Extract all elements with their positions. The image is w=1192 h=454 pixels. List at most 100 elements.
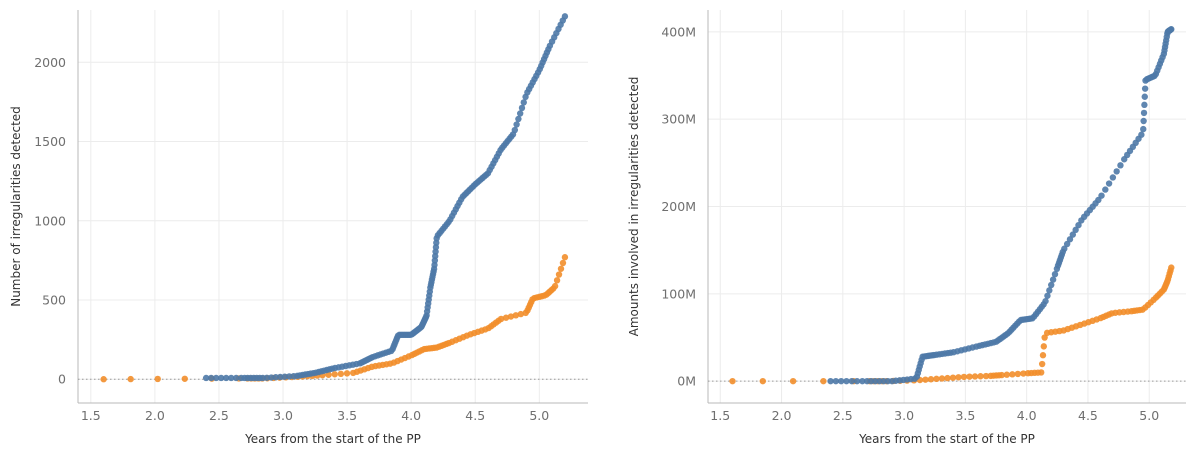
data-point-blue [853, 377, 861, 385]
x-axis-label: Years from the start of the PP [858, 432, 1035, 446]
x-tick-label: 4.5 [1078, 408, 1098, 423]
data-point-blue [513, 121, 520, 128]
x-tick-label: 1.5 [710, 408, 730, 423]
data-point-blue [859, 377, 866, 385]
data-point-blue [212, 374, 220, 382]
data-point-blue [1063, 240, 1071, 248]
data-point-blue [515, 115, 522, 123]
data-point-blue [843, 377, 850, 385]
y-tick-label: 500 [42, 292, 66, 307]
data-point-orange [557, 265, 565, 272]
data-point-blue [1044, 292, 1051, 299]
data-point-blue [1140, 117, 1147, 125]
data-point-orange [497, 315, 505, 323]
data-point-blue [516, 110, 524, 117]
x-tick-label: 3.5 [337, 408, 357, 423]
data-point-blue [1141, 101, 1148, 109]
data-point-orange [922, 376, 929, 383]
y-tick-label: 2000 [34, 55, 66, 70]
data-point-blue [1168, 26, 1175, 33]
data-point-orange [507, 313, 515, 320]
data-point-orange [960, 373, 968, 381]
data-point-orange [154, 375, 161, 383]
data-point-blue [217, 374, 225, 382]
data-point-orange [938, 375, 946, 382]
data-point-blue [1066, 236, 1074, 243]
data-point-orange [512, 312, 520, 319]
x-tick-label: 4.0 [1017, 408, 1037, 423]
data-point-blue [848, 377, 855, 385]
x-tick-label: 3.0 [273, 408, 293, 423]
y-tick-label: 0M [677, 374, 696, 389]
data-point-orange [561, 254, 569, 261]
data-point-blue [1042, 297, 1049, 305]
data-point-blue [1098, 192, 1105, 199]
data-point-orange [559, 259, 567, 267]
data-point-orange [1014, 370, 1022, 378]
y-axis-label: Number of irregularities detected [9, 106, 23, 307]
data-point-orange [181, 375, 188, 382]
data-point-orange [1009, 371, 1016, 378]
x-tick-label: 2.5 [833, 408, 853, 423]
y-tick-label: 1000 [34, 213, 66, 228]
tick-labels: 1.5 2.0 2.5 3.0 3.5 4.0 4.5 5.0 0 500 1000 1500 2000 [34, 55, 549, 423]
data-point-orange [789, 377, 797, 385]
data-point-orange [977, 373, 984, 380]
data-point-blue [1061, 245, 1068, 252]
y-axis-label: Amounts involved in irregularities detec… [627, 77, 641, 337]
data-point-orange [933, 375, 940, 383]
data-point-blue [1046, 287, 1053, 294]
x-tick-label: 5.0 [529, 408, 549, 423]
data-point-blue [561, 13, 569, 20]
data-point-blue [233, 374, 240, 382]
data-point-orange [1038, 360, 1046, 368]
data-point-blue [1069, 231, 1077, 238]
data-point-blue [1075, 221, 1082, 229]
data-point-blue [1109, 174, 1117, 181]
data-point-orange [1020, 370, 1027, 377]
data-points [100, 13, 569, 383]
gridlines [707, 10, 1186, 404]
chart-irregularities-amount: 1.5 2.0 2.5 3.0 3.5 4.0 4.5 5.0 0M 100M 200M 300M 40… [627, 10, 1186, 446]
data-point-orange [944, 374, 951, 382]
data-point-orange [1038, 369, 1045, 376]
data-point-blue [518, 104, 526, 112]
data-point-blue [1102, 186, 1109, 193]
data-point-orange [998, 371, 1005, 379]
data-point-orange [337, 370, 345, 378]
data-point-orange [551, 282, 559, 290]
data-point-blue [207, 374, 215, 382]
data-point-orange [729, 377, 736, 385]
x-tick-label: 1.5 [81, 408, 101, 423]
data-point-blue [222, 374, 230, 382]
data-point-blue [837, 377, 845, 385]
data-point-blue [1113, 168, 1120, 175]
data-point-orange [955, 374, 962, 381]
data-point-blue [511, 126, 519, 134]
y-tick-label: 400M [661, 24, 696, 39]
y-tick-label: 100M [661, 286, 696, 301]
data-point-blue [1051, 271, 1059, 278]
x-axis-label: Years from the start of the PP [244, 432, 421, 446]
data-point-blue [1072, 226, 1079, 234]
data-point-orange [555, 271, 563, 278]
data-point-orange [1168, 264, 1175, 271]
data-point-orange [1003, 371, 1011, 378]
y-tick-label: 0 [58, 372, 66, 387]
data-point-blue [520, 99, 527, 106]
data-points [729, 26, 1175, 385]
y-tick-label: 200M [661, 199, 696, 214]
data-point-orange [820, 377, 827, 385]
data-point-blue [1141, 93, 1148, 100]
data-point-blue [1049, 276, 1057, 283]
data-point-orange [1040, 343, 1048, 350]
data-point-orange [949, 374, 957, 381]
x-tick-label: 3.5 [955, 408, 975, 423]
tick-labels: 1.5 2.0 2.5 3.0 3.5 4.0 4.5 5.0 0M 100M 200M 300M 40… [661, 24, 1159, 423]
data-point-orange [1039, 352, 1047, 359]
x-tick-label: 4.5 [465, 408, 485, 423]
data-point-orange [1041, 334, 1048, 341]
data-point-blue [1140, 125, 1147, 133]
data-point-blue [1048, 281, 1055, 289]
y-tick-label: 1500 [34, 134, 66, 149]
